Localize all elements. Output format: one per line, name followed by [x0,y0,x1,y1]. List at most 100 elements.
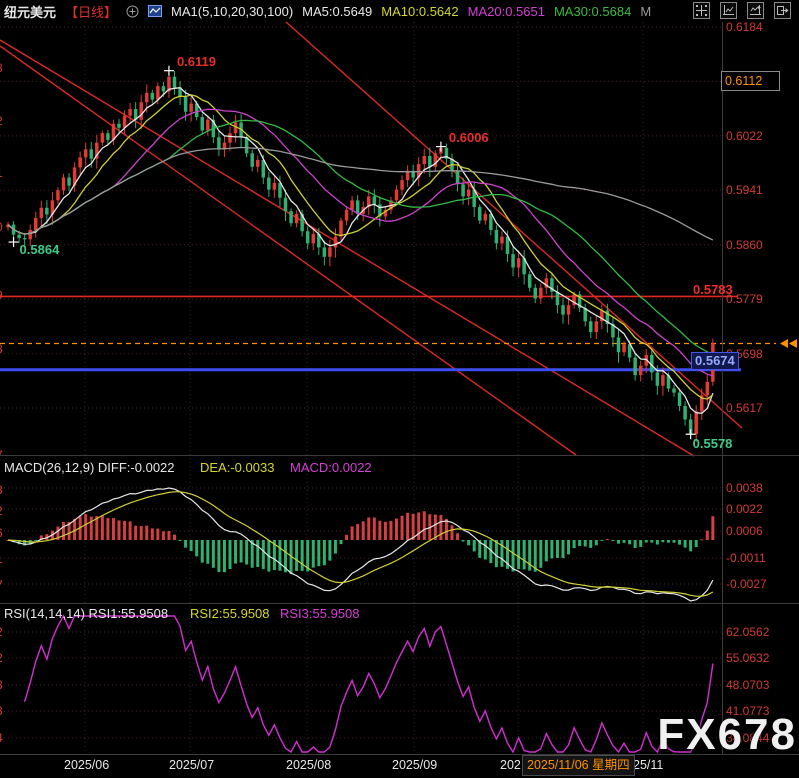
candle [333,236,338,248]
candle [89,149,93,159]
rsi-header: RSI(14,14,14) RSI1:55.9508 [4,606,168,621]
candle [278,182,282,198]
candle [317,233,321,248]
candle [167,76,171,92]
candle [156,86,160,100]
rsi-line [23,614,714,754]
move-icon[interactable] [693,2,710,19]
macd-dea-line [7,491,714,597]
candle [6,224,10,228]
candle [500,236,504,244]
candle [627,344,632,358]
candle [17,234,21,239]
candle [650,354,654,373]
candle [605,310,610,325]
candle [200,117,204,131]
candle [411,170,415,178]
macd-diff-line [7,487,714,602]
period-suffix: M [640,3,652,19]
candle [428,156,432,167]
candle [217,137,221,150]
candle [527,274,532,288]
candle [294,213,299,224]
candle [683,406,687,420]
candle [183,96,188,112]
candle [561,305,565,315]
candle [622,344,626,353]
candle [583,307,587,322]
candle [372,196,377,205]
candle [328,247,332,257]
candle [466,189,471,197]
price-marker-arrow [780,339,788,349]
candle [305,231,310,244]
candle [539,287,543,299]
rsi2-value: RSI2:55.9508 [190,606,270,621]
candle [694,411,698,435]
candle [550,278,554,292]
candle [61,177,66,191]
ma-chip-icon[interactable] [148,5,163,17]
candle [139,102,143,120]
candle [400,180,404,190]
axis-left-icon[interactable] [720,2,737,19]
candle [272,182,277,190]
candle [672,388,676,393]
candle [78,157,82,168]
candle [233,122,238,134]
candle [283,197,288,212]
add-indicator-icon[interactable] [126,5,139,18]
ma100-line [7,146,714,241]
candle [489,213,493,230]
candle [95,142,99,159]
candle [405,170,410,181]
candle [688,419,693,435]
candle [72,167,77,186]
candle [566,305,571,315]
candle [39,207,44,218]
candle [161,86,166,92]
rsi3-value: RSI3:55.9508 [280,606,360,621]
candle [661,375,665,386]
blue-level-price-label[interactable]: 0.5674 [691,352,739,370]
candle [455,170,460,185]
candle [222,142,227,150]
candle [611,324,615,338]
candle [433,153,438,167]
candle [494,229,499,244]
candle [633,357,637,376]
candle [677,392,682,407]
candle [700,395,704,412]
candle [472,189,476,208]
candle [444,147,449,159]
candle [34,217,38,230]
macd-macd-value: MACD:0.0022 [290,460,372,475]
candle [100,133,105,143]
candle [344,209,349,221]
candle [106,133,110,140]
ma20-line [7,108,714,377]
ma5-value: MA5:0.5649 [302,3,373,19]
exit-icon[interactable] [774,2,791,19]
candle [705,381,710,396]
candle [511,254,515,268]
candle [178,87,182,97]
candle [56,190,60,201]
candle [394,189,399,201]
ma20-value: MA20:0.5651 [467,3,545,19]
period-label: 【日线】 [65,4,118,20]
candle [28,229,32,240]
macd-dea-value: DEA:-0.0033 [200,460,274,475]
ma10-value: MA10:0.5642 [381,3,459,19]
axis-right-icon[interactable] [747,2,764,19]
candle [300,213,304,232]
candle [600,310,604,322]
candle [111,123,116,140]
trendline [0,45,577,456]
candle [383,209,388,217]
candle [655,372,660,386]
candle [172,76,177,88]
ma30-value: MA30:0.5684 [553,3,632,19]
candle [289,211,293,224]
